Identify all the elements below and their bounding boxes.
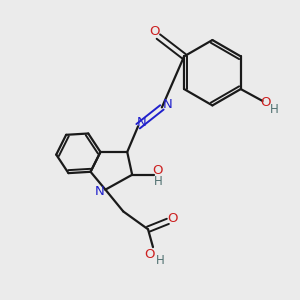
Text: O: O [149,25,160,38]
Text: O: O [144,248,154,260]
Text: O: O [260,96,271,110]
Text: O: O [153,164,163,177]
Text: N: N [94,185,104,198]
Text: O: O [167,212,178,225]
Text: N: N [137,116,147,129]
Text: N: N [163,98,173,111]
Text: H: H [154,175,162,188]
Text: H: H [155,254,164,268]
Text: H: H [270,103,279,116]
